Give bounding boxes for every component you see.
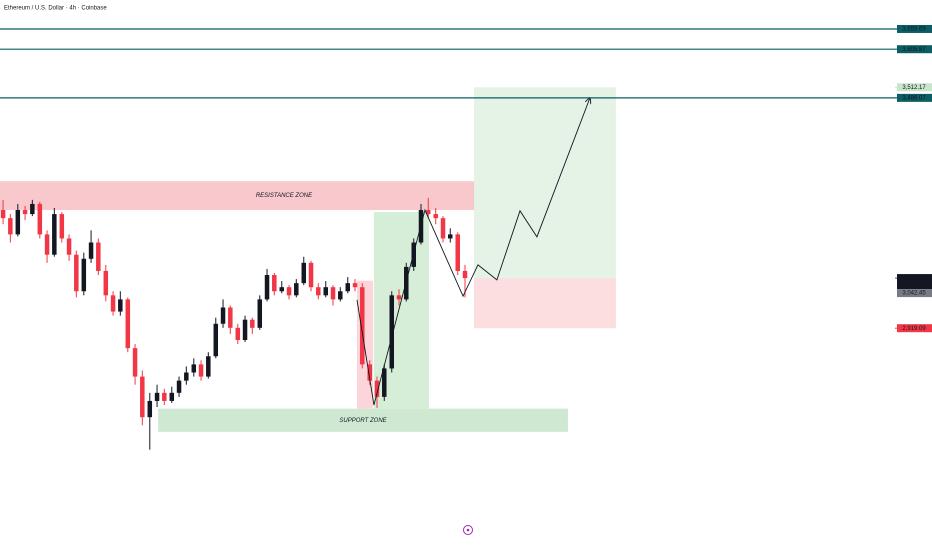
candle-body <box>279 287 285 292</box>
candle-body <box>59 214 65 239</box>
candle-body <box>81 258 87 292</box>
candle-body <box>169 392 175 401</box>
range-box <box>474 278 616 329</box>
projection-path <box>356 98 590 406</box>
candle-body <box>37 203 43 235</box>
candle-body <box>338 291 343 300</box>
candle-body <box>74 254 79 292</box>
candle-body <box>433 214 438 219</box>
price-label: 3,042.45 <box>902 291 926 297</box>
candle-body <box>264 275 270 300</box>
candle-body <box>191 364 197 373</box>
candle-body <box>455 234 460 271</box>
price-label: 3,605.87 <box>902 47 926 53</box>
candle-body <box>162 392 167 401</box>
candle-body <box>462 270 468 279</box>
candle-body <box>206 356 211 377</box>
candle-body <box>140 376 145 418</box>
candle-body <box>242 319 248 341</box>
price-label-box <box>897 324 932 333</box>
candle-body <box>272 275 277 292</box>
zone-label: SUPPORT ZONE <box>339 418 387 424</box>
candle-body <box>30 203 35 215</box>
price-label-box <box>897 93 932 102</box>
candle-body <box>184 372 189 381</box>
candle-body <box>228 307 233 328</box>
time-axis <box>0 535 897 550</box>
axes: 3,655.69 3,605.87 3,486.07 3,512.17 2,919.09… <box>895 24 932 333</box>
candle-body <box>176 380 182 393</box>
countdown: 39:01 <box>899 283 915 289</box>
candle-body <box>286 287 292 296</box>
replay-icon[interactable] <box>463 525 473 535</box>
candle-body <box>382 368 387 397</box>
candle-body <box>345 283 351 292</box>
candle-body <box>220 307 226 324</box>
candle-body <box>396 295 402 300</box>
candle-body <box>426 210 431 215</box>
candle-body <box>213 323 219 357</box>
candle-body <box>96 242 101 271</box>
candle-body <box>374 380 380 397</box>
zone <box>0 181 568 211</box>
candle-body <box>52 214 57 255</box>
candle-body <box>66 238 72 255</box>
candle-body <box>308 262 314 288</box>
candle-body <box>367 364 373 381</box>
candle-body <box>88 242 94 259</box>
candle-body <box>0 210 6 219</box>
candle-body <box>301 262 307 284</box>
price-label: 3,042.50 <box>902 276 926 282</box>
candle-body <box>352 283 358 288</box>
candle-body <box>125 299 131 349</box>
zone-label: RESISTANCE ZONE <box>256 193 313 199</box>
price-label-box <box>897 289 932 298</box>
candle-body <box>44 234 50 255</box>
candle-body <box>8 218 13 235</box>
price-label: 3,486.07 <box>902 95 926 101</box>
candle-body <box>360 287 365 365</box>
price-label-box <box>897 24 932 33</box>
candle-body <box>330 287 336 300</box>
candle-body <box>411 242 416 267</box>
candle-body <box>440 218 446 239</box>
candle-body <box>198 364 204 377</box>
candle-body <box>154 392 160 401</box>
price-label-box <box>897 45 932 54</box>
chart-title: Ethereum / U.S. Dollar · 4h · Coinbase <box>4 6 107 12</box>
candle-body <box>448 234 453 239</box>
candle-body <box>22 210 28 215</box>
candle-body <box>118 299 123 312</box>
zone <box>158 408 568 432</box>
candle-body <box>103 270 109 296</box>
price-label: 3,512.17 <box>902 85 926 91</box>
price-label-box <box>897 83 932 92</box>
candle-body <box>389 295 395 369</box>
price-label: 2,919.09 <box>902 326 926 332</box>
range-box <box>474 87 616 279</box>
candle-body <box>235 327 241 341</box>
candle-body <box>323 287 329 296</box>
candle-body <box>110 295 116 312</box>
candle-body <box>147 400 153 418</box>
candle-body <box>15 210 21 235</box>
overlays: RESISTANCE ZONE SUPPORT ZONE <box>0 28 897 424</box>
candle-body <box>132 348 138 377</box>
price-label: 3,655.69 <box>902 27 926 33</box>
price-label-box <box>897 274 932 290</box>
candle-body <box>250 319 255 328</box>
candle-body <box>257 299 263 328</box>
range-box <box>356 280 374 409</box>
candle-body <box>316 287 321 296</box>
candles <box>0 197 468 450</box>
candle-body <box>294 283 299 296</box>
